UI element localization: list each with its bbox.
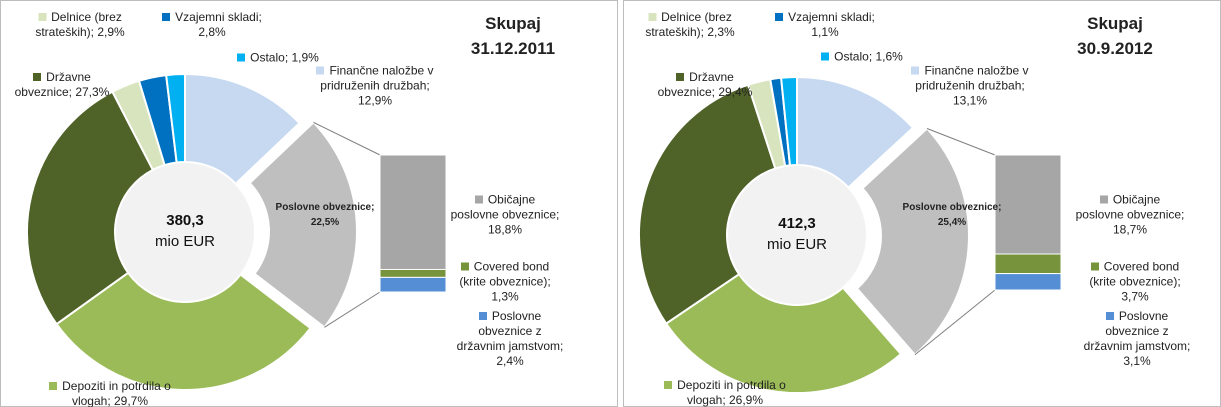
breakdown-label: Običajne poslovne obveznice; 18,8% [450,192,560,237]
donut-slice [184,72,301,186]
donut-slice [55,271,312,391]
chart-title: Skupaj [1087,14,1143,33]
legend-swatch [648,13,657,21]
chart-subtitle: 31.12.2011 [470,39,556,58]
legend-swatch [911,66,920,75]
donut-hole [116,163,254,301]
legend-swatch [478,312,487,320]
legend-swatch [460,262,469,271]
slice-label: Delnice (brez strateških); 2,3% [645,10,735,39]
breakdown-label: Covered bond (krite obveznice); 3,7% [1089,259,1181,304]
connector [926,128,996,156]
slice-label: Depoziti in potrdila o vlogah; 29,7% [35,379,185,407]
donut-slice [664,272,903,394]
slice-label: Ostalo; 1,6% [817,50,907,65]
breakdown-label: Poslovne obveznice z državnim jamstvom; … [456,309,564,368]
breakdown-bar [994,154,1062,255]
legend-swatch [821,52,830,61]
slice-label: Državne obveznice; 27,3% [14,70,110,99]
slice-label: Finančne naložbe v pridruženih družbah; … [905,64,1035,109]
legend-swatch [49,382,58,390]
connector [914,289,996,356]
donut-slice [780,75,798,167]
legend-swatch [474,195,483,204]
breakdown-label: Običajne poslovne obveznice; 18,7% [1075,192,1185,237]
legend-swatch [316,66,325,75]
donut-slice [855,127,970,357]
donut-slice [248,120,358,329]
slice-label: Finančne naložbe v pridruženih družbah; … [310,64,440,109]
slice-label: Poslovne obveznice; 22,5% [275,202,375,228]
slice-label: Ostalo; 1,9% [233,51,323,66]
chart-title: Skupaj [485,14,541,33]
center-value: 412,3 [778,215,816,232]
breakdown-label: Covered bond (krite obveznice); 1,3% [459,259,551,304]
legend-swatch [33,73,42,81]
donut-slice [796,75,915,189]
legend-swatch [1099,195,1108,204]
connector [313,121,381,156]
legend-swatch [1105,312,1114,320]
slice-label: Depoziti in potrdila o vlogah; 26,9% [650,378,800,407]
breakdown-bar [994,273,1062,291]
center-value: 380,3 [166,212,204,229]
slice-label: Vzajemni skladi; 1,1% [775,10,875,40]
legend-swatch [676,73,685,81]
donut-slice [165,72,186,164]
legend-swatch [237,53,246,62]
slice-label: Poslovne obveznice; 25,4% [902,202,1002,228]
legend-swatch [1090,262,1099,271]
legend-swatch [162,13,171,21]
chart-subtitle: 30.9.2012 [1077,39,1153,58]
legend-swatch [38,13,47,21]
donut-slice [638,83,777,325]
donut-hole [728,166,866,304]
slice-label: Delnice (brez strateških); 2,9% [35,10,125,39]
breakdown-bar [379,276,447,293]
donut-slice [26,90,155,326]
center-unit: mio EUR [154,233,216,250]
center-unit: mio EUR [766,236,828,253]
legend-swatch [775,13,784,21]
breakdown-bar [379,154,447,270]
connector [324,291,381,328]
breakdown-label: Poslovne obveznice z državnim jamstvom; … [1083,309,1191,368]
slice-label: Vzajemni skladi; 2,8% [162,10,262,40]
legend-swatch [664,381,673,389]
slice-label: Državne obveznice; 29,4% [657,70,753,99]
